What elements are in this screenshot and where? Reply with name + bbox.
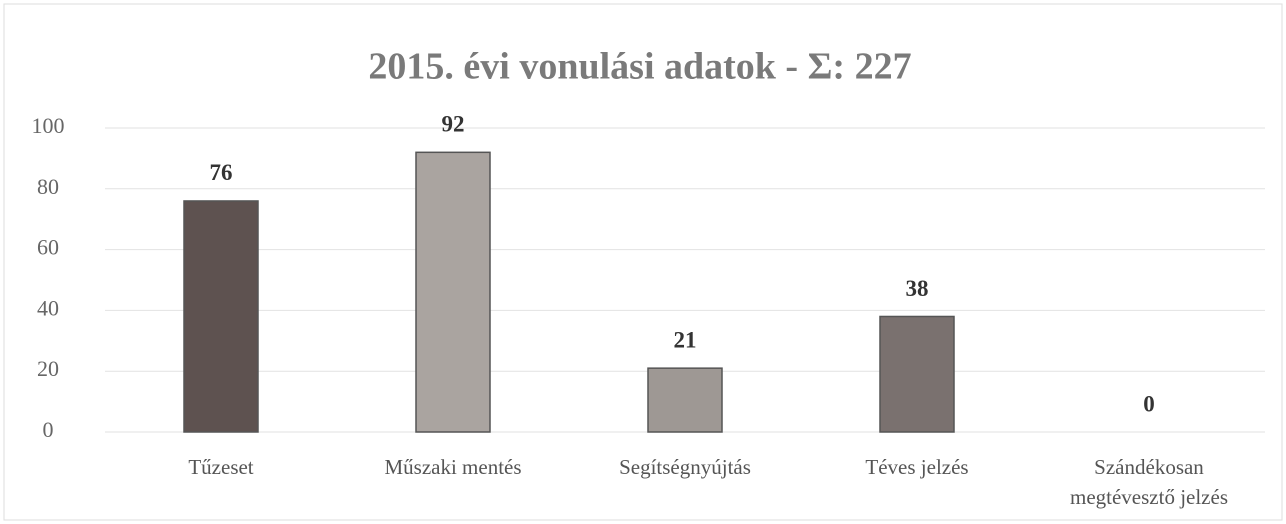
y-tick-label: 40 <box>37 295 59 320</box>
y-tick-label: 80 <box>37 174 59 199</box>
y-tick-label: 60 <box>37 235 59 260</box>
value-label: 76 <box>210 160 233 185</box>
bar <box>183 200 259 433</box>
value-label: 0 <box>1143 391 1155 416</box>
x-tick-label: Szándékosan megtévesztő jelzés <box>1069 455 1228 509</box>
y-tick-label: 0 <box>43 417 54 442</box>
bar <box>879 315 955 433</box>
value-label: 92 <box>442 112 465 137</box>
value-label: 38 <box>906 276 929 301</box>
x-tick-label: Téves jelzés <box>865 455 969 479</box>
x-tick-label: Segítségnyújtás <box>619 455 751 479</box>
value-label: 21 <box>674 327 697 352</box>
x-tick-label: Tűzeset <box>188 455 254 479</box>
chart-border <box>3 3 1283 521</box>
y-tick-label: 20 <box>37 356 59 381</box>
chart-title: 2015. évi vonulási adatok - Σ: 227 <box>368 46 911 88</box>
bar <box>415 151 491 433</box>
x-tick-label: Műszaki mentés <box>384 455 522 479</box>
y-tick-label: 100 <box>32 113 65 138</box>
bar <box>647 367 723 433</box>
